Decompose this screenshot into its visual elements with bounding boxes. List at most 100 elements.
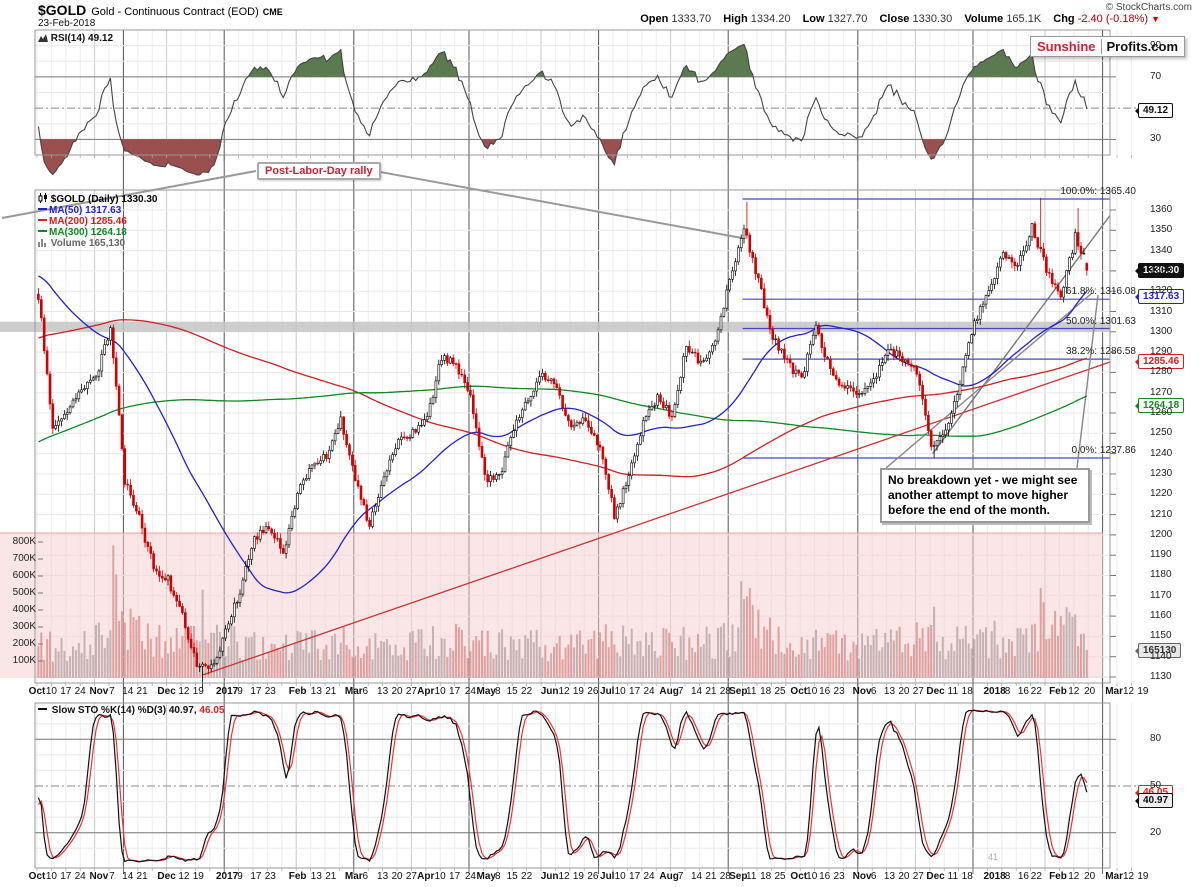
x-axis-label: 13 <box>883 686 896 697</box>
x-axis-label: 17 <box>449 871 461 882</box>
x-axis-label: 23 <box>833 871 845 882</box>
x-axis-label: 20 <box>898 686 910 697</box>
x-axis-label: 27 <box>405 686 417 697</box>
x-axis-label: 8 <box>495 871 501 882</box>
axis-tick-label: 400K <box>12 604 36 615</box>
x-axis-label: Mar <box>344 686 363 697</box>
x-axis-label: 2018 <box>983 871 1006 882</box>
axis-tick-label: 50 <box>1150 780 1162 791</box>
open-label: Open <box>640 13 669 25</box>
x-axis-label: 7 <box>677 871 684 882</box>
x-axis-label: 6 <box>362 871 369 882</box>
axis-tick-label: 1190 <box>1150 549 1172 561</box>
rsi-value-tag: 49.12 <box>1134 102 1174 118</box>
x-axis-label: 21 <box>136 871 148 882</box>
fib-label: 61.8%: 1316.08 <box>1065 286 1136 298</box>
axis-tick-label: 1230 <box>1150 467 1173 479</box>
x-axis-label: Sep <box>729 871 748 882</box>
volume-label: Volume <box>964 13 1004 25</box>
x-axis-label: Dec <box>157 871 176 882</box>
x-axis-label: 27 <box>912 871 924 882</box>
ma200-legend-text: MA(200) 1285.46 <box>49 216 127 227</box>
x-axis-label: 17 <box>629 686 641 697</box>
x-axis-label: 13 <box>377 871 389 882</box>
x-axis-label: 12 <box>1122 871 1135 882</box>
x-axis-label: May <box>476 871 496 882</box>
x-axis-label: Nov <box>89 871 109 882</box>
stockcharts-copyright-link[interactable]: © StockCharts.com <box>1105 2 1192 13</box>
series-legend-text: $GOLD (Daily) 1330.30 <box>50 194 158 205</box>
x-axis-label: 10 <box>806 686 818 697</box>
x-axis-label: 23 <box>264 871 276 882</box>
x-axis-label: Oct <box>28 686 46 697</box>
x-axis-label: 22 <box>521 686 533 697</box>
volume-value-tag: 165130 <box>1134 642 1182 658</box>
x-axis-label: 12 <box>558 871 570 882</box>
x-axis-label: 6 <box>870 871 877 882</box>
last-price-tag: 1330.30 <box>1134 263 1185 279</box>
x-axis-label: 2018 <box>983 686 1006 697</box>
axis-tick-label: 100K <box>12 655 36 666</box>
exchange: CME <box>262 7 283 17</box>
fib-label: 100.0%: 1365.40 <box>1060 186 1136 198</box>
x-axis-label: Dec <box>157 686 176 697</box>
note-annotation-box: No breakdown yet - we might see another … <box>880 468 1090 523</box>
axis-tick-label: 1220 <box>1150 488 1173 500</box>
chg-label: Chg <box>1053 13 1075 25</box>
axis-tick-label: 1330 <box>1150 264 1173 276</box>
x-axis-label: Feb <box>288 871 307 882</box>
x-axis-label: 14 <box>122 871 134 882</box>
x-axis-label: 22 <box>1030 871 1042 882</box>
x-axis-label: Apr <box>417 871 435 882</box>
x-axis-label: 7 <box>677 686 684 697</box>
axis-tick-label: 30 <box>1150 133 1162 145</box>
x-axis-label: May <box>476 686 496 697</box>
x-axis-label: 11 <box>746 871 757 882</box>
x-axis-label: 7 <box>109 871 115 882</box>
axis-tick-label: 300K <box>12 621 36 632</box>
x-axis-label: 9 <box>237 871 243 882</box>
x-axis-label: 8 <box>1004 871 1011 882</box>
x-axis-label: 2017 <box>215 686 239 697</box>
x-axis-label: Mar <box>1105 686 1124 697</box>
x-axis-label: 12 <box>1068 871 1080 882</box>
x-axis-label: 19 <box>1137 871 1149 882</box>
symbol: $GOLD <box>38 2 87 18</box>
chg-down-arrow-icon: ▼ <box>1151 14 1160 24</box>
ma50-legend-text: MA(50) 1317.63 <box>49 205 122 216</box>
x-axis-label: Jul <box>600 871 615 882</box>
sunshine-profits-logo[interactable]: Sunshine Profits.com <box>1030 36 1186 57</box>
x-axis-label: 17 <box>449 686 461 697</box>
high-label: High <box>723 13 748 25</box>
x-axis-label: 10 <box>45 686 57 697</box>
x-axis-label: 17 <box>60 686 72 697</box>
sto-legend-text: Slow STO %K(14) %D(3) 40.97, <box>51 705 197 716</box>
ma200-line-icon <box>38 219 47 221</box>
x-axis-label: 23 <box>833 686 845 697</box>
x-axis-label: 12 <box>178 686 190 697</box>
x-axis-label: 2017 <box>215 871 239 882</box>
x-axis-label: 17 <box>250 686 262 697</box>
x-axis-label: Oct <box>28 871 46 882</box>
x-axis-label: 6 <box>362 686 369 697</box>
x-axis-label: 27 <box>912 686 924 697</box>
x-axis-label: 20 <box>1084 871 1096 882</box>
x-axis-label: 15 <box>506 871 518 882</box>
x-axis-label: 19 <box>192 686 204 697</box>
rsi-legend-text: RSI(14) 49.12 <box>50 33 114 44</box>
x-axis-label: 17 <box>250 871 262 882</box>
x-axis-label: Nov <box>89 686 109 697</box>
chart-title: $GOLD Gold - Continuous Contract (EOD) CME <box>38 2 283 18</box>
volume-value: 165.1K <box>1006 13 1042 25</box>
x-axis-label: Dec <box>926 686 945 697</box>
x-axis-label: Nov <box>852 686 872 697</box>
ma200-price-tag: 1285.46 <box>1134 354 1185 370</box>
axis-tick-label: 1320 <box>1150 285 1173 297</box>
x-axis-label: 13 <box>377 686 389 697</box>
x-axis-label: 21 <box>325 686 337 697</box>
x-axis-label: Oct <box>790 871 808 882</box>
axis-tick-label: 1360 <box>1150 204 1173 215</box>
x-axis-label: 7 <box>109 686 115 697</box>
sto-k-value-tag: 40.97 <box>1134 793 1174 809</box>
